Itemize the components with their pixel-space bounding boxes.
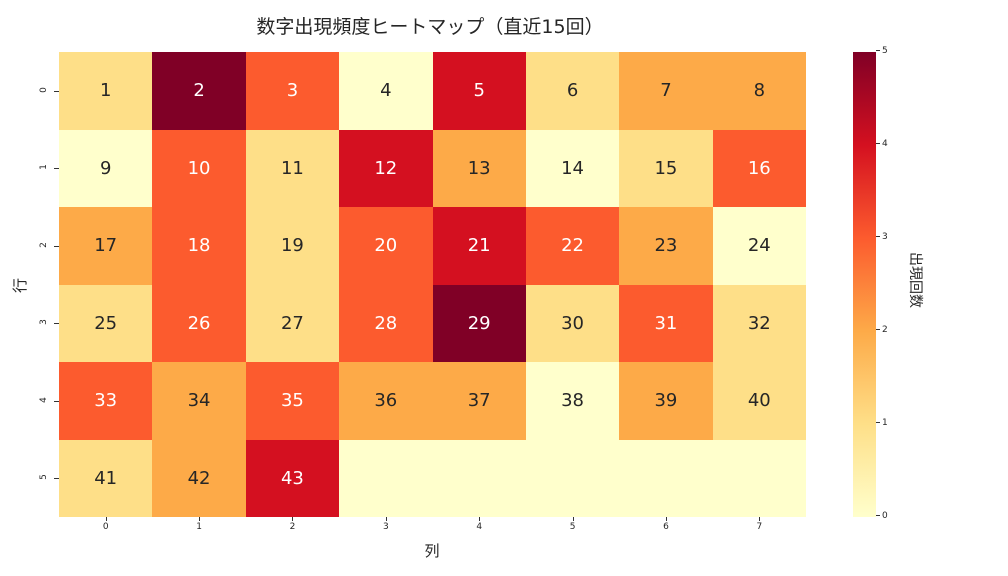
heatmap-cell: 37 — [432, 362, 526, 440]
x-tick-label: 7 — [756, 522, 763, 532]
heatmap-cell: 7 — [619, 52, 713, 130]
heatmap-cell — [432, 439, 526, 517]
x-tick-label: 2 — [289, 522, 296, 532]
colorbar-tick: 3 — [876, 232, 888, 242]
y-tick-mark — [54, 400, 59, 402]
y-tick-mark — [54, 245, 59, 247]
heatmap-cell: 25 — [59, 284, 153, 362]
heatmap-cell: 1 — [59, 52, 153, 130]
heatmap-cell: 12 — [339, 129, 433, 207]
heatmap-cell: 5 — [432, 52, 526, 130]
heatmap-cell: 32 — [712, 284, 806, 362]
heatmap-cell: 8 — [712, 52, 806, 130]
heatmap-cell: 14 — [525, 129, 620, 207]
colorbar-tick: 2 — [876, 325, 888, 335]
x-tick-mark — [572, 517, 574, 521]
heatmap-cell: 23 — [619, 207, 713, 285]
heatmap-cell — [712, 439, 806, 517]
y-axis-label: 行 — [11, 277, 30, 294]
heatmap-cell: 30 — [525, 284, 620, 362]
x-tick-mark — [292, 517, 294, 521]
x-tick-mark — [759, 517, 761, 521]
heatmap-cell: 40 — [712, 362, 806, 440]
y-tick-mark — [54, 478, 59, 480]
heatmap-cell: 15 — [619, 129, 713, 207]
chart-title: 数字出現頻度ヒートマップ（直近15回） — [256, 16, 604, 38]
x-tick-mark — [105, 517, 107, 521]
heatmap-cell: 27 — [245, 284, 340, 362]
heatmap-cell: 43 — [245, 439, 340, 517]
colorbar-tick: 1 — [876, 418, 888, 428]
x-tick-label: 1 — [196, 522, 202, 532]
heatmap-cell: 42 — [152, 439, 246, 517]
x-axis-label: 列 — [424, 542, 440, 560]
heatmap-cell: 41 — [59, 439, 153, 517]
y-tick-label: 0 — [39, 86, 49, 93]
x-tick-mark — [385, 517, 387, 521]
heatmap-cell: 24 — [712, 207, 806, 285]
heatmap-cell — [525, 439, 620, 517]
heatmap-cell: 28 — [339, 284, 433, 362]
heatmap-cell: 22 — [525, 207, 620, 285]
heatmap-cell: 33 — [59, 362, 153, 440]
y-tick-label: 4 — [39, 396, 49, 403]
heatmap-cell: 35 — [245, 362, 340, 440]
y-tick-label: 3 — [39, 319, 49, 326]
x-tick-mark — [665, 517, 667, 521]
heatmap-cell — [339, 439, 433, 517]
heatmap-cell: 26 — [152, 284, 246, 362]
y-tick-mark — [54, 90, 59, 92]
colorbar-tick: 0 — [876, 511, 888, 521]
heatmap-cell: 18 — [152, 207, 246, 285]
y-tick-label: 5 — [39, 474, 49, 481]
x-tick-label: 5 — [569, 522, 576, 532]
heatmap-cell: 9 — [59, 129, 153, 207]
heatmap-cell: 4 — [339, 52, 433, 130]
colorbar-tick: 4 — [876, 139, 888, 149]
heatmap-cell: 29 — [432, 284, 526, 362]
y-tick-mark — [54, 323, 59, 325]
heatmap-cell — [619, 439, 713, 517]
x-tick-label: 6 — [663, 522, 669, 532]
heatmap-cell: 19 — [245, 207, 340, 285]
x-tick-mark — [199, 517, 201, 521]
heatmap-cell: 13 — [432, 129, 526, 207]
colorbar-label: 出現回数 — [907, 252, 923, 308]
heatmap-cell: 17 — [59, 207, 153, 285]
heatmap-cell: 6 — [525, 52, 620, 130]
heatmap-cell: 21 — [432, 207, 526, 285]
heatmap-cell: 36 — [339, 362, 433, 440]
heatmap-cell: 38 — [525, 362, 620, 440]
y-tick-mark — [54, 168, 59, 170]
heatmap-cell: 2 — [152, 52, 246, 130]
heatmap-cell: 11 — [245, 129, 340, 207]
heatmap-cell: 39 — [619, 362, 713, 440]
heatmap-cell: 16 — [712, 129, 806, 207]
heatmap-cell: 34 — [152, 362, 246, 440]
y-tick-label: 1 — [39, 164, 49, 171]
x-tick-label: 0 — [102, 522, 109, 532]
heatmap-cell: 10 — [152, 129, 246, 207]
x-tick-label: 4 — [476, 522, 483, 532]
heatmap-cell: 20 — [339, 207, 433, 285]
heatmap-cell: 3 — [245, 52, 340, 130]
heatmap-grid: 1 2 3 4 5 6 7 8 9 10 11 12 13 14 15 16 17 18 19 20 21 22 23 24 2… — [59, 52, 806, 517]
heatmap-cell: 31 — [619, 284, 713, 362]
y-tick-label: 2 — [39, 241, 49, 248]
colorbar-tick: 5 — [876, 46, 888, 56]
x-tick-label: 3 — [382, 522, 389, 532]
colorbar — [853, 52, 876, 517]
x-tick-mark — [479, 517, 481, 521]
